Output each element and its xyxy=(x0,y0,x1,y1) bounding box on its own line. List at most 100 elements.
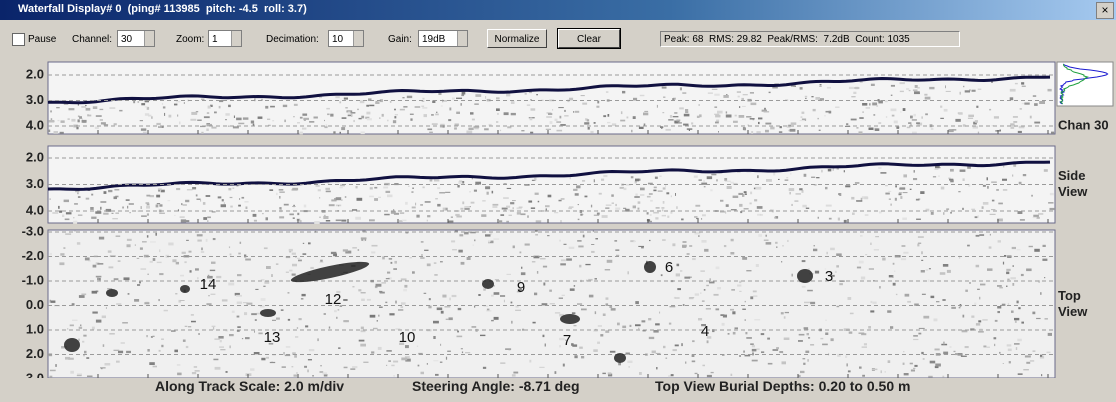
decimation-spinner[interactable]: 10 xyxy=(328,30,364,47)
pause-checkbox[interactable] xyxy=(12,33,25,46)
speckle xyxy=(263,285,266,287)
speckle xyxy=(707,92,713,94)
speckle xyxy=(755,264,759,267)
speckle xyxy=(986,346,990,348)
speckle xyxy=(752,119,755,121)
zoom-spinner[interactable]: 1 xyxy=(208,30,242,47)
speckle xyxy=(917,243,920,247)
speckle xyxy=(146,194,151,197)
speckle xyxy=(65,356,71,360)
normalize-button[interactable]: Normalize xyxy=(487,29,547,48)
speckle xyxy=(265,356,269,359)
speckle xyxy=(156,122,161,126)
speckle xyxy=(672,243,676,247)
gain-spinner[interactable]: 19dB xyxy=(418,30,468,47)
speckle xyxy=(424,249,429,251)
speckle xyxy=(916,218,921,220)
speckle xyxy=(868,127,874,130)
speckle xyxy=(964,90,970,93)
speckle xyxy=(333,131,336,135)
speckle xyxy=(861,346,867,348)
speckle xyxy=(159,273,164,276)
speckle xyxy=(214,338,220,340)
speckle xyxy=(49,369,56,372)
speckle xyxy=(103,124,109,126)
speckle xyxy=(971,315,975,318)
speckle xyxy=(186,239,189,241)
speckle xyxy=(827,168,832,172)
speckle xyxy=(977,215,979,218)
speckle xyxy=(506,220,509,223)
speckle xyxy=(629,324,632,327)
speckle xyxy=(935,165,940,169)
speckle xyxy=(775,241,778,244)
speckle xyxy=(958,191,961,193)
speckle xyxy=(726,186,732,189)
speckle xyxy=(921,293,926,295)
speckle xyxy=(535,220,542,223)
speckle xyxy=(900,258,907,261)
speckle xyxy=(260,298,266,301)
speckle xyxy=(649,239,651,242)
speckle xyxy=(673,296,676,299)
close-button[interactable]: × xyxy=(1096,2,1114,19)
speckle xyxy=(635,301,639,305)
speckle xyxy=(930,127,934,130)
speckle xyxy=(424,201,431,203)
speckle xyxy=(100,367,106,369)
speckle xyxy=(149,195,154,198)
speckle xyxy=(943,108,948,112)
speckle xyxy=(906,126,911,129)
speckle xyxy=(725,111,728,114)
speckle xyxy=(149,362,155,365)
speckle xyxy=(189,270,192,273)
speckle xyxy=(577,204,579,206)
title-bar xyxy=(0,0,1116,20)
speckle xyxy=(991,81,993,83)
speckle xyxy=(456,111,460,114)
speckle xyxy=(958,112,963,115)
speckle xyxy=(890,84,895,87)
speckle xyxy=(969,282,971,284)
speckle xyxy=(389,101,392,103)
speckle xyxy=(195,111,199,113)
speckle xyxy=(860,276,866,280)
channel-spinner[interactable]: 30 xyxy=(117,30,155,47)
speckle xyxy=(699,114,702,118)
speckle xyxy=(432,100,436,103)
speckle xyxy=(219,339,222,343)
speckle xyxy=(207,275,213,279)
speckle xyxy=(324,119,325,122)
speckle xyxy=(765,122,772,125)
speckle xyxy=(473,125,480,128)
speckle xyxy=(767,337,770,340)
speckle xyxy=(825,110,831,113)
speckle xyxy=(76,375,82,377)
speckle xyxy=(627,360,633,363)
speckle xyxy=(744,300,746,303)
speckle xyxy=(315,184,320,187)
target-blob xyxy=(180,285,190,293)
speckle xyxy=(92,106,98,109)
speckle xyxy=(639,94,645,97)
window-title: Waterfall Display# 0 (ping# 113985 pitch… xyxy=(18,3,307,15)
speckle xyxy=(803,173,807,177)
speckle xyxy=(878,122,882,124)
speckle xyxy=(825,319,827,321)
speckle xyxy=(358,289,362,292)
speckle xyxy=(230,205,233,208)
speckle xyxy=(801,118,807,121)
speckle xyxy=(764,107,766,111)
speckle xyxy=(1044,318,1048,320)
speckle xyxy=(784,179,789,181)
speckle xyxy=(49,198,51,200)
speckle xyxy=(751,131,754,134)
clear-button[interactable]: Clear xyxy=(557,28,621,49)
speckle xyxy=(524,243,530,246)
speckle xyxy=(988,246,992,249)
speckle xyxy=(420,257,425,259)
speckle xyxy=(669,115,673,118)
speckle xyxy=(1013,164,1017,167)
speckle xyxy=(457,185,460,188)
speckle xyxy=(296,372,298,374)
